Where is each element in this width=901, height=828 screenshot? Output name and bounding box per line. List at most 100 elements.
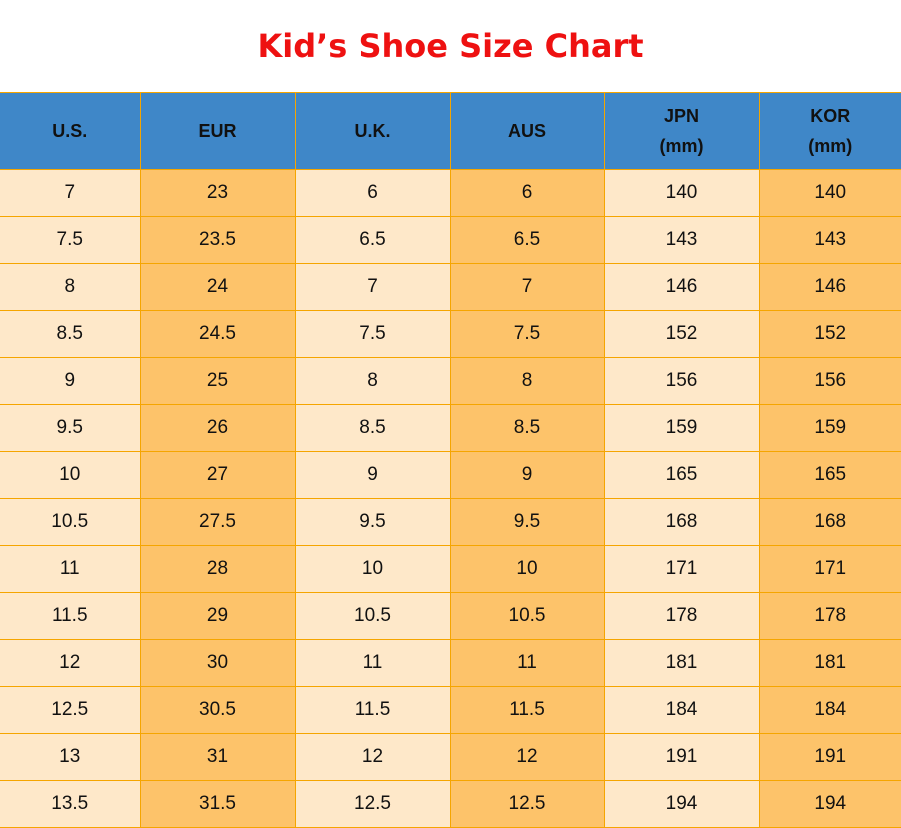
cell-us: 13.5	[0, 780, 141, 828]
header-label: KOR	[810, 106, 851, 126]
cell-us: 10	[0, 451, 141, 499]
cell-kor: 168	[758, 498, 901, 546]
cell-kor: 143	[758, 216, 901, 264]
cell-aus: 8.5	[449, 404, 605, 452]
cell-jpn: 171	[603, 545, 760, 593]
header-label: AUS	[507, 121, 546, 141]
cell-uk: 12.5	[294, 780, 451, 828]
cell-kor: 140	[758, 169, 901, 217]
cell-us: 7.5	[0, 216, 141, 264]
cell-uk: 12	[294, 733, 451, 781]
cell-kor: 152	[758, 310, 901, 358]
cell-aus: 10.5	[449, 592, 605, 640]
cell-eur: 27	[139, 451, 296, 499]
header-label: EUR	[198, 121, 237, 141]
cell-jpn: 156	[603, 357, 760, 405]
cell-uk: 9.5	[294, 498, 451, 546]
cell-aus: 7	[449, 263, 605, 311]
cell-kor: 165	[758, 451, 901, 499]
cell-kor: 159	[758, 404, 901, 452]
cell-us: 9.5	[0, 404, 141, 452]
cell-aus: 8	[449, 357, 605, 405]
cell-jpn: 178	[603, 592, 760, 640]
cell-jpn: 140	[603, 169, 760, 217]
cell-aus: 9	[449, 451, 605, 499]
cell-eur: 30.5	[139, 686, 296, 734]
table-row: 9 25 8 8 156 156	[0, 357, 901, 405]
cell-aus: 12.5	[449, 780, 605, 828]
cell-us: 13	[0, 733, 141, 781]
cell-kor: 171	[758, 545, 901, 593]
header-aus: AUS	[449, 92, 605, 170]
table-row: 8 24 7 7 146 146	[0, 263, 901, 311]
header-row: U.S. EUR U.K. AUS JPN (mm) KOR (mm)	[0, 92, 901, 170]
cell-jpn: 143	[603, 216, 760, 264]
header-label: U.K.	[354, 121, 391, 141]
table-row: 7.5 23.5 6.5 6.5 143 143	[0, 216, 901, 264]
cell-aus: 6.5	[449, 216, 605, 264]
cell-aus: 10	[449, 545, 605, 593]
cell-uk: 11.5	[294, 686, 451, 734]
cell-jpn: 165	[603, 451, 760, 499]
header-jpn: JPN (mm)	[603, 92, 760, 170]
cell-jpn: 191	[603, 733, 760, 781]
cell-uk: 7.5	[294, 310, 451, 358]
table-row: 8.5 24.5 7.5 7.5 152 152	[0, 310, 901, 358]
header-label: (mm)	[808, 136, 853, 156]
cell-eur: 26	[139, 404, 296, 452]
table-row: 12.5 30.5 11.5 11.5 184 184	[0, 686, 901, 734]
cell-jpn: 194	[603, 780, 760, 828]
cell-uk: 10.5	[294, 592, 451, 640]
cell-aus: 6	[449, 169, 605, 217]
cell-us: 11.5	[0, 592, 141, 640]
cell-kor: 146	[758, 263, 901, 311]
cell-jpn: 184	[603, 686, 760, 734]
page-title: Kid’s Shoe Size Chart	[257, 27, 644, 65]
cell-uk: 10	[294, 545, 451, 593]
table-row: 13.5 31.5 12.5 12.5 194 194	[0, 780, 901, 828]
cell-eur: 23	[139, 169, 296, 217]
cell-aus: 12	[449, 733, 605, 781]
cell-eur: 27.5	[139, 498, 296, 546]
cell-eur: 25	[139, 357, 296, 405]
cell-jpn: 168	[603, 498, 760, 546]
cell-eur: 24	[139, 263, 296, 311]
cell-jpn: 159	[603, 404, 760, 452]
cell-jpn: 181	[603, 639, 760, 687]
cell-uk: 8	[294, 357, 451, 405]
cell-eur: 28	[139, 545, 296, 593]
cell-us: 8.5	[0, 310, 141, 358]
table-row: 13 31 12 12 191 191	[0, 733, 901, 781]
header-label: JPN	[663, 106, 699, 126]
cell-aus: 9.5	[449, 498, 605, 546]
cell-us: 9	[0, 357, 141, 405]
cell-uk: 7	[294, 263, 451, 311]
cell-eur: 30	[139, 639, 296, 687]
cell-kor: 178	[758, 592, 901, 640]
cell-aus: 7.5	[449, 310, 605, 358]
cell-jpn: 152	[603, 310, 760, 358]
header-us: U.S.	[0, 92, 141, 170]
cell-uk: 8.5	[294, 404, 451, 452]
cell-jpn: 146	[603, 263, 760, 311]
cell-aus: 11	[449, 639, 605, 687]
cell-aus: 11.5	[449, 686, 605, 734]
header-eur: EUR	[139, 92, 296, 170]
header-kor: KOR (mm)	[758, 92, 901, 170]
header-label: (mm)	[659, 136, 704, 156]
cell-eur: 24.5	[139, 310, 296, 358]
cell-us: 10.5	[0, 498, 141, 546]
cell-us: 8	[0, 263, 141, 311]
cell-eur: 31	[139, 733, 296, 781]
cell-us: 11	[0, 545, 141, 593]
table-row: 10 27 9 9 165 165	[0, 451, 901, 499]
header-label: U.S.	[52, 121, 88, 141]
cell-kor: 156	[758, 357, 901, 405]
cell-kor: 181	[758, 639, 901, 687]
cell-kor: 184	[758, 686, 901, 734]
cell-uk: 9	[294, 451, 451, 499]
header-uk: U.K.	[294, 92, 451, 170]
cell-kor: 191	[758, 733, 901, 781]
cell-us: 12.5	[0, 686, 141, 734]
cell-eur: 29	[139, 592, 296, 640]
